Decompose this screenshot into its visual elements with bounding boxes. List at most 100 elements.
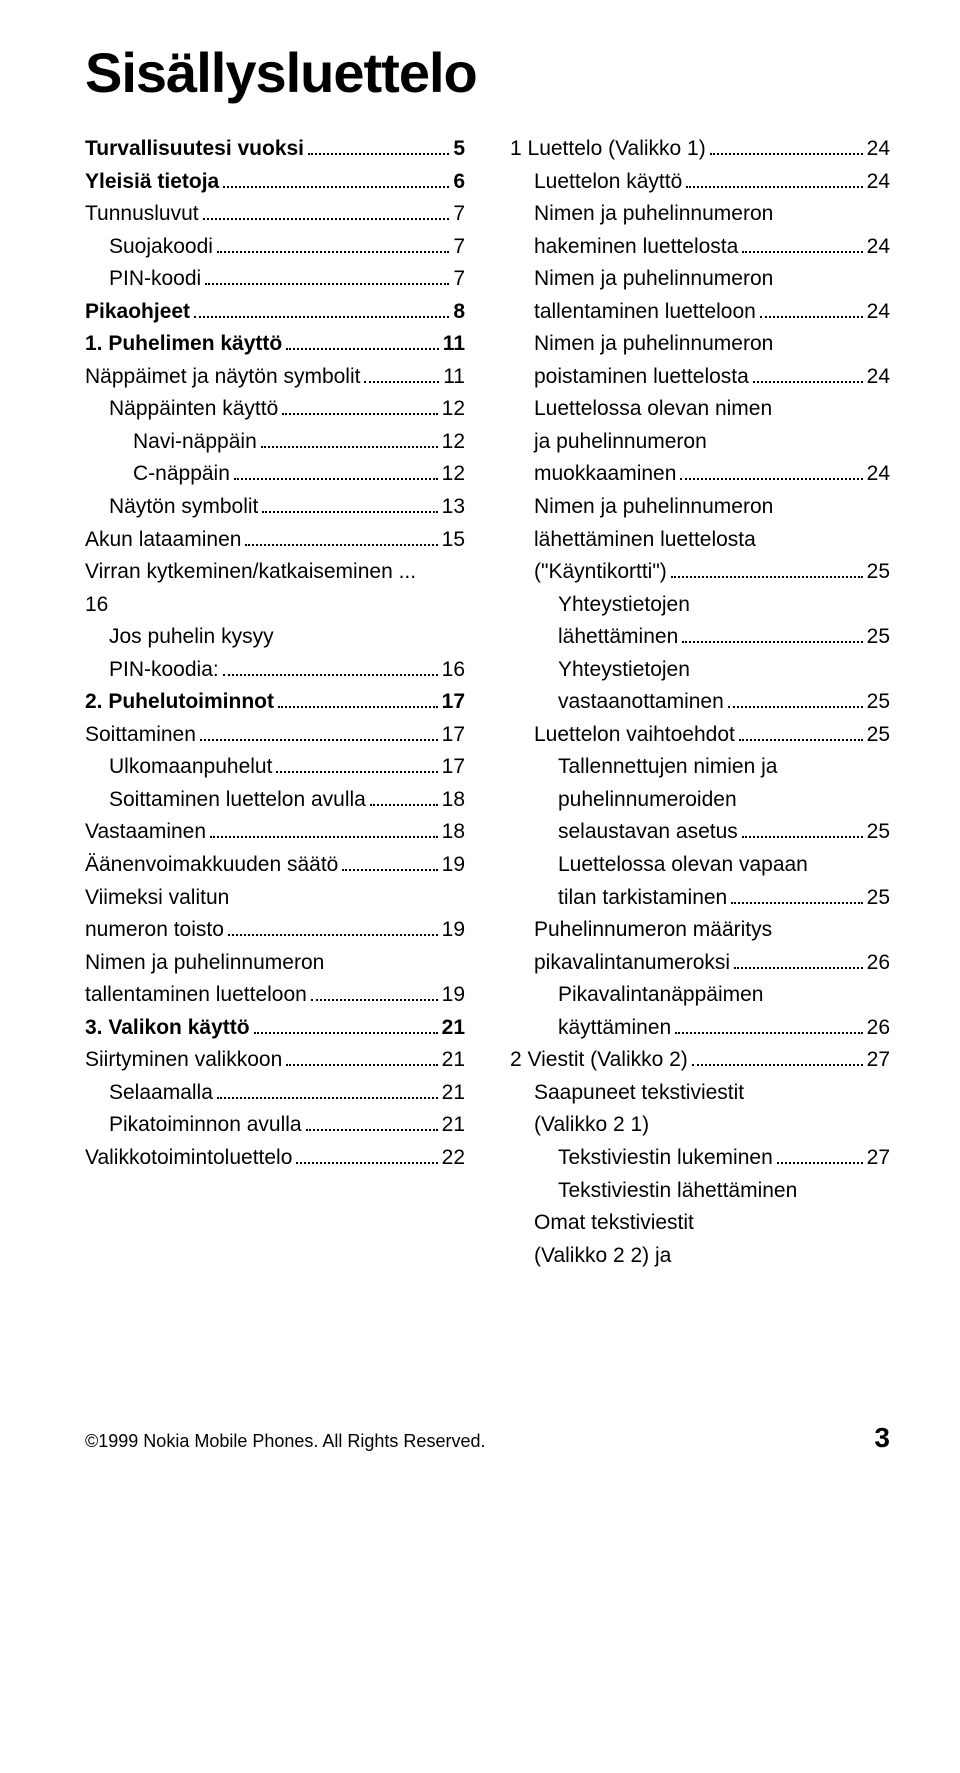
toc-entry-label: Tunnusluvut [85,198,199,231]
toc-entry-label: tallentaminen luetteloon [85,979,307,1012]
toc-leader-dots [217,1097,438,1099]
toc-leader-dots [777,1162,863,1164]
toc-entry: Selaamalla21 [85,1077,465,1110]
toc-continuation: Viimeksi valitun [85,882,465,915]
toc-entry-page: 19 [442,914,465,947]
toc-text-line: Tallennettujen nimien ja [510,751,890,784]
toc-entry-page: 8 [453,296,465,329]
toc-entry-label: ("Käyntikortti") [510,556,667,589]
toc-entry-page: 24 [867,458,890,491]
toc-entry-label: Pikaohjeet [85,296,190,329]
toc-entry-page: 19 [442,849,465,882]
toc-entry: 1 Luettelo (Valikko 1)24 [510,133,890,166]
toc-entry: tallentaminen luetteloon 19 [85,979,465,1012]
toc-entry-page: 12 [442,426,465,459]
toc-leader-dots [308,153,449,155]
toc-entry-page: 25 [867,816,890,849]
toc-leader-dots [671,576,863,578]
toc-entry-page: 18 [442,816,465,849]
toc-leader-dots [742,836,863,838]
toc-entry-page: 24 [867,166,890,199]
toc-leader-dots [342,869,437,871]
toc-entry-page: 24 [867,361,890,394]
toc-continuation: Tallennettujen nimien japuhelinnumeroide… [510,751,890,816]
toc-entry-label: Ulkomaanpuhelut [85,751,272,784]
toc-entry: tilan tarkistaminen25 [510,882,890,915]
toc-entry-label: Näppäimet ja näytön symbolit [85,361,360,394]
toc-leader-dots [234,478,438,480]
toc-entry-page: 11 [443,361,465,394]
toc-entry-page: 17 [442,719,465,752]
toc-entry: Turvallisuutesi vuoksi5 [85,133,465,166]
toc-leader-dots [739,739,863,741]
toc-entry-label: Pikatoiminnon avulla [85,1109,302,1142]
toc-entry-label: Turvallisuutesi vuoksi [85,133,304,166]
toc-entry: ("Käyntikortti")25 [510,556,890,589]
toc-entry-page: 24 [867,133,890,166]
toc-entry-page: 21 [442,1012,465,1045]
toc-entry: Äänenvoimakkuuden säätö19 [85,849,465,882]
toc-entry-label: poistaminen luettelosta [510,361,749,394]
toc-entry-page: 24 [867,296,890,329]
toc-entry-label: 2 Viestit (Valikko 2) [510,1044,688,1077]
toc-entry-page: 25 [867,621,890,654]
toc-entry: poistaminen luettelosta 24 [510,361,890,394]
toc-entry-label: muokkaaminen [510,458,676,491]
toc-text-line: Omat tekstiviestit [510,1207,890,1240]
toc-entry: Akun lataaminen15 [85,524,465,557]
toc-entry: numeron toisto19 [85,914,465,947]
page-number: 3 [874,1422,890,1454]
toc-entry-page: 26 [867,947,890,980]
toc-entry-label: Näytön symbolit [85,491,258,524]
toc-continuation: Yhteystietojen [510,654,890,687]
toc-entry-page: 22 [442,1142,465,1175]
toc-entry-label: hakeminen luettelosta [510,231,738,264]
toc-text-line: Nimen ja puhelinnumeron [510,328,890,361]
toc-leader-dots [286,1064,437,1066]
toc-entry-label: Luettelon vaihtoehdot [510,719,735,752]
toc-entry: Yleisiä tietoja6 [85,166,465,199]
toc-entry: C-näppäin12 [85,458,465,491]
toc-entry-page: 21 [442,1109,465,1142]
toc-entry-page: 21 [442,1044,465,1077]
toc-entry-page: 17 [442,686,465,719]
toc-entry: 3. Valikon käyttö 21 [85,1012,465,1045]
toc-text-line: Luettelossa olevan vapaan [510,849,890,882]
toc-entry: Soittaminen luettelon avulla18 [85,784,465,817]
toc-text-line: Nimen ja puhelinnumeron [510,263,890,296]
toc-text-line: Nimen ja puhelinnumeron [85,947,465,980]
toc-entry-page: 21 [442,1077,465,1110]
toc-entry-page: 18 [442,784,465,817]
toc-entry-label: Yleisiä tietoja [85,166,219,199]
toc-leader-dots [223,674,438,676]
toc-leader-dots [753,381,863,383]
toc-entry: vastaanottaminen25 [510,686,890,719]
toc-leader-dots [276,771,437,773]
toc-text-line: Nimen ja puhelinnumeron [510,198,890,231]
toc-entry: Pikatoiminnon avulla 21 [85,1109,465,1142]
toc-entry: Pikaohjeet 8 [85,296,465,329]
toc-entry: Soittaminen17 [85,719,465,752]
toc-text-line: 16 [85,589,465,622]
toc-leader-dots [278,706,438,708]
toc-leader-dots [254,1032,438,1034]
toc-leader-dots [760,316,863,318]
toc-leader-dots [205,283,449,285]
toc-leader-dots [364,381,439,383]
toc-text-line: Luettelossa olevan nimen [510,393,890,426]
toc-entry-page: 12 [442,393,465,426]
toc-entry-page: 19 [442,979,465,1012]
toc-leader-dots [228,934,438,936]
toc-entry-label: 3. Valikon käyttö [85,1012,250,1045]
toc-leader-dots [742,251,862,253]
toc-entry-label: Tekstiviestin lukeminen [510,1142,773,1175]
toc-entry-label: Navi-näppäin [85,426,257,459]
toc-text-line: Virran kytkeminen/katkaiseminen ... [85,556,465,589]
toc-column-left: Turvallisuutesi vuoksi5Yleisiä tietoja6T… [85,133,465,1272]
toc-text-line: Yhteystietojen [510,589,890,622]
toc-entry: Navi-näppäin 12 [85,426,465,459]
toc-leader-dots [210,836,438,838]
toc-entry: 1. Puhelimen käyttö11 [85,328,465,361]
toc-entry: PIN-koodi7 [85,263,465,296]
toc-entry: 2 Viestit (Valikko 2)27 [510,1044,890,1077]
